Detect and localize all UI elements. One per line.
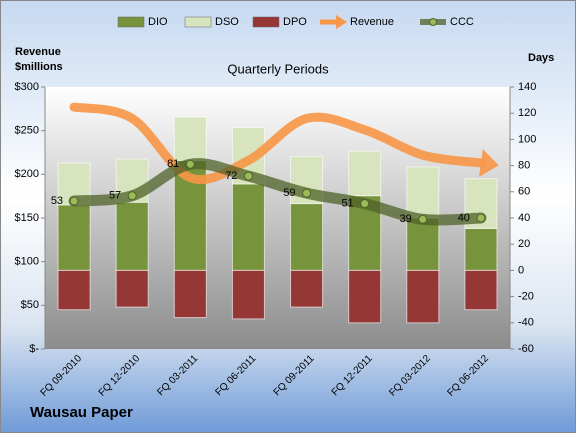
y-tick-label: $250 <box>15 125 39 137</box>
revenue-line <box>69 102 486 185</box>
chart-title: Quarterly Periods <box>227 61 329 76</box>
bar-segment <box>231 269 265 320</box>
y-tick-label: $300 <box>15 81 39 93</box>
legend-label: Revenue <box>350 16 394 28</box>
company-name: Wausau Paper <box>30 404 133 421</box>
ccc-marker <box>302 188 312 198</box>
bar-segment <box>348 150 382 197</box>
legend-label: DPO <box>283 16 307 28</box>
y2-tick-label: 0 <box>518 264 524 276</box>
ccc-marker <box>360 199 370 209</box>
legend-swatch <box>336 15 347 29</box>
bar-segment <box>173 269 207 319</box>
y-tick-label: $200 <box>15 168 39 180</box>
y-axis-title: Revenue $millions <box>15 46 63 73</box>
legend-swatch <box>429 18 437 26</box>
ccc-line <box>68 158 487 226</box>
y2-tick-label: -60 <box>518 343 534 355</box>
legend-label: DIO <box>148 16 168 28</box>
ccc-data-label: 39 <box>400 213 412 225</box>
bar-segment <box>464 269 498 311</box>
ccc-data-label: 59 <box>283 187 295 199</box>
y-tick-label: $150 <box>15 212 39 224</box>
ccc-marker <box>243 171 253 181</box>
bar-segment <box>173 116 207 161</box>
legend-label: DSO <box>215 16 239 28</box>
bar-segment <box>464 227 498 271</box>
ccc-marker <box>185 159 195 169</box>
bar-segment <box>115 201 149 271</box>
bar-segment <box>231 183 265 271</box>
legend-swatch <box>252 16 280 28</box>
bar-segment <box>290 269 324 308</box>
ccc-data-label: 40 <box>458 212 470 224</box>
y2-tick-label: 80 <box>518 160 530 172</box>
y-tick-label: $- <box>29 343 39 355</box>
y-tick-label: $50 <box>21 299 39 311</box>
revenue-arrowhead <box>479 149 499 177</box>
y2-tick-label: -20 <box>518 291 534 303</box>
legend-swatch <box>184 16 212 28</box>
y2-tick-label: -40 <box>518 317 534 329</box>
legend-label: CCC <box>450 16 474 28</box>
y2-tick-label: 100 <box>518 133 536 145</box>
ccc-marker <box>69 196 79 206</box>
bar-segment <box>115 269 149 308</box>
ccc-data-label: 53 <box>51 195 63 207</box>
y2-tick-label: 140 <box>518 81 536 93</box>
y2-tick-label: 20 <box>518 238 530 250</box>
ccc-marker <box>418 214 428 224</box>
y2-axis-title: Days <box>528 52 554 64</box>
ccc-data-label: 51 <box>341 197 353 209</box>
bar-segment <box>57 204 91 271</box>
y2-tick-label: 40 <box>518 212 530 224</box>
ccc-data-label: 72 <box>225 170 237 182</box>
ccc-data-label: 81 <box>167 158 179 170</box>
ccc-marker <box>127 191 137 201</box>
bar-segment <box>57 269 91 311</box>
ccc-marker <box>476 213 486 223</box>
bar-segment <box>348 269 382 324</box>
bar-segment <box>406 217 440 271</box>
ccc-data-label: 57 <box>109 190 121 202</box>
bar-segment <box>290 203 324 271</box>
bar-segment <box>406 269 440 324</box>
bar-segment <box>406 166 440 219</box>
y-tick-label: $100 <box>15 256 39 268</box>
y2-tick-label: 60 <box>518 186 530 198</box>
y2-tick-label: 120 <box>518 107 536 119</box>
legend-swatch <box>117 16 145 28</box>
